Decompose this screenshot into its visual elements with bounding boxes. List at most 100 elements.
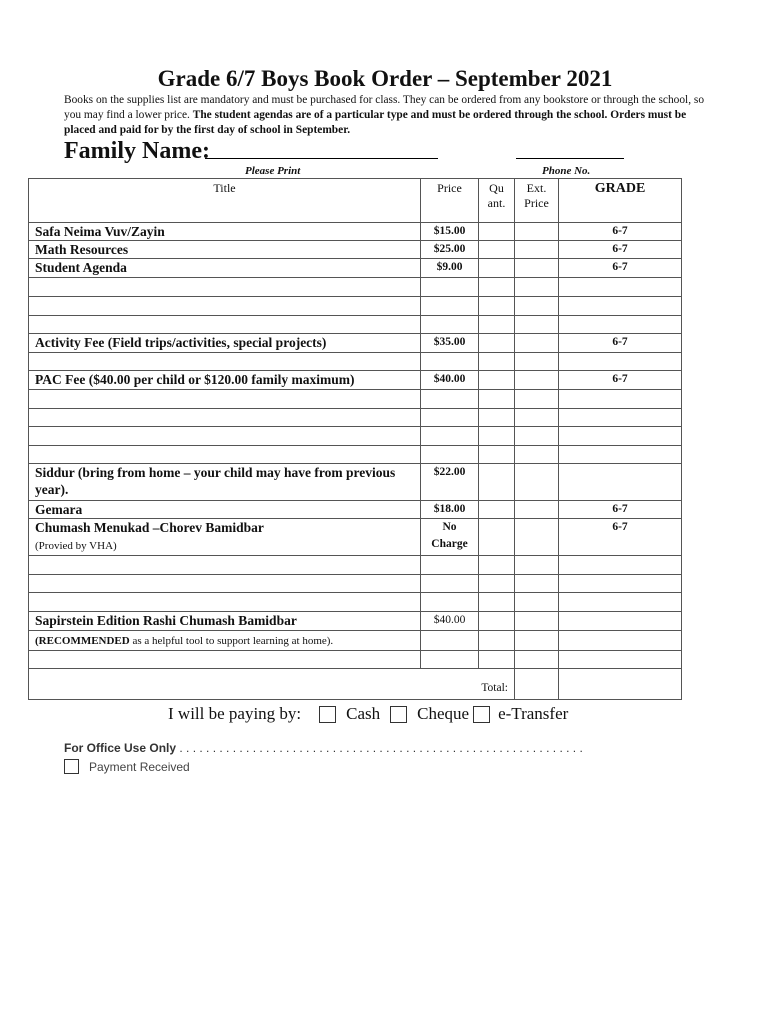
cheque-checkbox[interactable] xyxy=(390,705,408,723)
table-row xyxy=(28,555,682,575)
row-ext-price[interactable] xyxy=(514,277,559,297)
etransfer-label: e-Transfer xyxy=(498,704,569,723)
row-grade: 6-7 xyxy=(558,500,682,519)
table-row: PAC Fee ($40.00 per child or $120.00 fam… xyxy=(28,370,682,390)
row-quantity[interactable] xyxy=(478,650,515,669)
item-price: $15.00 xyxy=(433,225,466,237)
item-grade: 6-7 xyxy=(612,261,628,273)
row-title: Math Resources xyxy=(28,240,421,259)
table-row xyxy=(28,408,682,427)
table-row xyxy=(28,592,682,612)
row-ext-price[interactable] xyxy=(514,240,559,259)
row-ext-price[interactable] xyxy=(514,518,559,556)
item-grade: 6-7 xyxy=(612,521,628,533)
row-ext-price[interactable] xyxy=(514,611,559,631)
row-grade: 6-7 xyxy=(558,240,682,259)
header-ext-price: Ext. Price xyxy=(514,178,559,223)
family-name-field[interactable] xyxy=(205,158,438,159)
item-title: Math Resources xyxy=(35,242,129,257)
row-ext-price[interactable] xyxy=(514,258,559,278)
row-quantity[interactable] xyxy=(478,296,515,316)
row-quantity[interactable] xyxy=(478,518,515,556)
row-price xyxy=(420,555,479,575)
row-grade xyxy=(558,389,682,409)
item-note-bold: (RECOMMENDED xyxy=(35,635,130,647)
row-grade xyxy=(558,555,682,575)
row-ext-price[interactable] xyxy=(514,630,559,651)
row-quantity[interactable] xyxy=(478,445,515,464)
row-ext-price[interactable] xyxy=(514,296,559,316)
table-row xyxy=(28,315,682,334)
row-ext-price[interactable] xyxy=(514,370,559,390)
row-grade xyxy=(558,574,682,593)
row-ext-price[interactable] xyxy=(514,650,559,669)
row-title xyxy=(28,426,421,446)
total-label: Total: xyxy=(28,668,515,700)
table-row: Gemara $18.00 6-7 xyxy=(28,500,682,519)
row-quantity[interactable] xyxy=(478,555,515,575)
row-quantity[interactable] xyxy=(478,240,515,259)
row-title xyxy=(28,277,421,297)
item-price: $22.00 xyxy=(433,466,466,478)
row-quantity[interactable] xyxy=(478,222,515,241)
row-ext-price[interactable] xyxy=(514,574,559,593)
item-title: Chumash Menukad –Chorev Bamidbar xyxy=(35,520,264,535)
row-ext-price[interactable] xyxy=(514,445,559,464)
row-ext-price[interactable] xyxy=(514,315,559,334)
row-quantity[interactable] xyxy=(478,258,515,278)
row-ext-price[interactable] xyxy=(514,352,559,371)
row-ext-price[interactable] xyxy=(514,333,559,353)
row-quantity[interactable] xyxy=(478,333,515,353)
row-title xyxy=(28,389,421,409)
total-ext-price[interactable] xyxy=(514,668,559,700)
row-quantity[interactable] xyxy=(478,352,515,371)
cash-checkbox[interactable] xyxy=(319,705,337,723)
row-quantity[interactable] xyxy=(478,408,515,427)
row-quantity[interactable] xyxy=(478,426,515,446)
row-quantity[interactable] xyxy=(478,315,515,334)
item-grade: 6-7 xyxy=(612,503,628,515)
order-table: Title Price Qu ant. Ext. Price GRADE Saf… xyxy=(28,178,682,700)
row-grade xyxy=(558,445,682,464)
table-row xyxy=(28,426,682,446)
table-row: Sapirstein Edition Rashi Chumash Bamidba… xyxy=(28,611,682,631)
item-grade: 6-7 xyxy=(612,336,628,348)
row-title: Activity Fee (Field trips/activities, sp… xyxy=(28,333,421,353)
item-price: No Charge xyxy=(431,521,468,550)
row-grade: 6-7 xyxy=(558,370,682,390)
item-title: Safa Neima Vuv/Zayin xyxy=(35,224,165,239)
table-row xyxy=(28,389,682,409)
row-price xyxy=(420,389,479,409)
row-quantity[interactable] xyxy=(478,611,515,631)
row-ext-price[interactable] xyxy=(514,408,559,427)
table-row: Safa Neima Vuv/Zayin $15.00 6-7 xyxy=(28,222,682,241)
row-ext-price[interactable] xyxy=(514,426,559,446)
row-ext-price[interactable] xyxy=(514,500,559,519)
row-ext-price[interactable] xyxy=(514,463,559,501)
row-quantity[interactable] xyxy=(478,500,515,519)
row-ext-price[interactable] xyxy=(514,389,559,409)
etransfer-checkbox[interactable] xyxy=(473,705,491,723)
row-ext-price[interactable] xyxy=(514,592,559,612)
row-price xyxy=(420,574,479,593)
row-quantity[interactable] xyxy=(478,370,515,390)
row-quantity[interactable] xyxy=(478,389,515,409)
table-row xyxy=(28,650,682,669)
row-grade: 6-7 xyxy=(558,222,682,241)
row-price xyxy=(420,445,479,464)
item-note: as a helpful tool to support learning at… xyxy=(129,635,334,647)
payment-received-checkbox[interactable] xyxy=(64,759,79,774)
row-grade xyxy=(558,426,682,446)
row-ext-price[interactable] xyxy=(514,555,559,575)
row-price xyxy=(420,296,479,316)
row-title xyxy=(28,315,421,334)
row-price: $25.00 xyxy=(420,240,479,259)
row-quantity[interactable] xyxy=(478,592,515,612)
payment-label: I will be paying by: xyxy=(168,704,302,723)
row-quantity[interactable] xyxy=(478,574,515,593)
row-ext-price[interactable] xyxy=(514,222,559,241)
row-quantity[interactable] xyxy=(478,277,515,297)
row-quantity[interactable] xyxy=(478,463,515,501)
phone-field[interactable] xyxy=(516,158,624,159)
row-quantity[interactable] xyxy=(478,630,515,651)
